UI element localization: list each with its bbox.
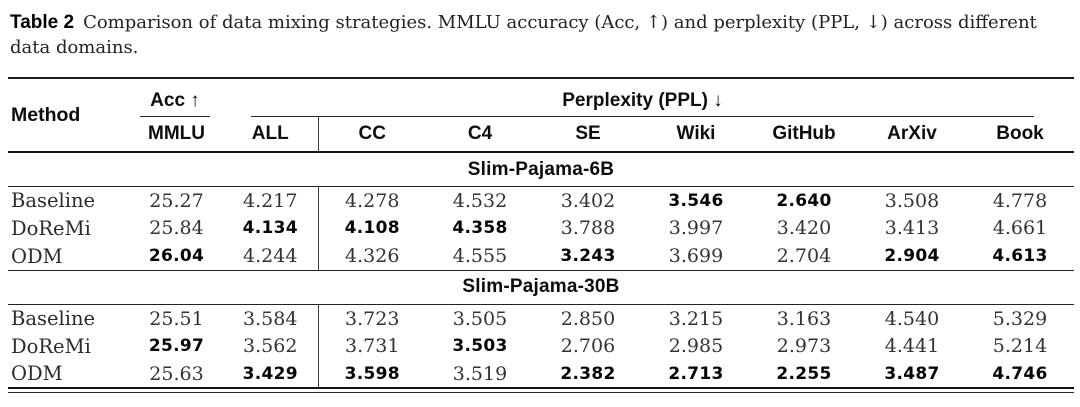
- value-cell-best: 2.713: [668, 363, 724, 384]
- value-cell-best: 4.613: [966, 242, 1074, 271]
- header-group-row: Method Acc ↑ Perplexity (PPL) ↓: [8, 78, 1074, 154]
- value-cell: 25.27: [149, 189, 204, 212]
- method-cell: DoReMi: [11, 216, 91, 240]
- value-cell-best: 4.134: [223, 214, 319, 243]
- header-ppl-group: Perplexity (PPL) ↓: [223, 78, 1074, 118]
- value-cell-best: 3.429: [223, 360, 319, 389]
- table-row: DoReMi 25.97 3.562 3.731 3.503 2.706 2.9…: [8, 332, 1074, 361]
- method-cell: ODM: [8, 242, 130, 271]
- header-col-wiki: Wiki: [642, 117, 750, 154]
- value-cell-best: 2.255: [776, 363, 832, 384]
- value-cell: 4.540: [884, 307, 940, 330]
- value-cell: 3.163: [776, 307, 832, 330]
- value-cell-best: 25.97: [148, 336, 205, 357]
- section-header-slim-pajama-30b: Slim-Pajama-30B: [8, 270, 1074, 305]
- value-cell: 25.84: [149, 217, 204, 240]
- value-cell: 3.413: [884, 217, 940, 240]
- table-row: ODM 26.04 4.244 4.326 4.555 3.243 3.699 …: [8, 242, 1074, 271]
- value-cell: 3.788: [560, 217, 616, 240]
- value-cell: 3.562: [223, 332, 319, 361]
- value-cell: 3.215: [668, 307, 724, 330]
- method-cell: Baseline: [11, 307, 96, 331]
- value-cell-best: 4.746: [992, 363, 1048, 384]
- value-cell: 3.997: [668, 217, 724, 240]
- section-title: Slim-Pajama-6B: [8, 152, 1074, 187]
- header-col-c4: C4: [426, 117, 534, 154]
- header-col-book: Book: [966, 117, 1074, 154]
- paper-table-figure: Table 2 Comparison of data mixing strateg…: [0, 0, 1080, 394]
- method-cell: Baseline: [11, 189, 96, 213]
- value-cell: 2.985: [668, 335, 724, 358]
- value-cell: 3.402: [560, 189, 616, 212]
- table-header: Method Acc ↑ Perplexity (PPL) ↓ MMLU ALL…: [8, 78, 1074, 154]
- value-cell: 4.244: [223, 242, 319, 271]
- value-cell: 25.51: [149, 307, 204, 330]
- value-cell: 4.441: [884, 335, 940, 358]
- value-cell-best: 4.108: [344, 218, 400, 239]
- table-row: ODM 25.63 3.429 3.598 3.519 2.382 2.713 …: [8, 360, 1074, 389]
- header-col-arxiv: ArXiv: [858, 117, 966, 154]
- value-cell: 3.584: [223, 304, 319, 333]
- value-cell-best: 4.358: [452, 218, 508, 239]
- value-cell: 3.723: [345, 307, 400, 330]
- table-caption: Table 2 Comparison of data mixing strateg…: [0, 0, 1080, 60]
- value-cell: 3.508: [884, 189, 940, 212]
- value-cell: 3.505: [452, 307, 508, 330]
- value-cell: 4.661: [992, 217, 1048, 240]
- value-cell-best: 3.598: [344, 363, 400, 384]
- value-cell-best: 2.904: [858, 242, 966, 271]
- value-cell-best: 2.640: [776, 190, 832, 211]
- results-table: Method Acc ↑ Perplexity (PPL) ↓ MMLU ALL…: [8, 77, 1074, 390]
- header-col-se: SE: [534, 117, 642, 154]
- header-col-github: GitHub: [750, 117, 858, 154]
- value-cell: 5.329: [992, 307, 1048, 330]
- value-cell-best: 2.382: [560, 363, 616, 384]
- table-row: DoReMi 25.84 4.134 4.108 4.358 3.788 3.9…: [8, 214, 1074, 243]
- header-col-all: ALL: [223, 117, 319, 154]
- header-ppl-group-label: Perplexity (PPL) ↓: [251, 90, 1034, 118]
- value-cell: 2.850: [560, 307, 616, 330]
- header-sub-row: MMLU ALL CC C4 SE Wiki GitHub ArXiv Book: [8, 117, 1074, 154]
- table-bottom-rule: [8, 392, 1074, 394]
- value-cell: 4.326: [318, 242, 426, 271]
- section-header-slim-pajama-6b: Slim-Pajama-6B: [8, 152, 1074, 187]
- value-cell: 2.704: [750, 242, 858, 271]
- header-acc-group: Acc ↑: [130, 78, 223, 118]
- header-acc-group-label: Acc ↑: [140, 90, 210, 118]
- value-cell: 3.420: [776, 217, 832, 240]
- value-cell: 2.973: [776, 335, 832, 358]
- header-method: Method: [8, 78, 130, 154]
- value-cell: 5.214: [992, 335, 1048, 358]
- value-cell-best: 3.243: [534, 242, 642, 271]
- table-caption-label: Table 2: [10, 12, 75, 33]
- value-cell-best: 3.487: [884, 363, 940, 384]
- value-cell: 3.699: [642, 242, 750, 271]
- value-cell-best: 3.503: [452, 336, 508, 357]
- table-row: Baseline 25.27 4.217 4.278 4.532 3.402 3…: [8, 186, 1074, 215]
- value-cell: 4.217: [223, 186, 319, 215]
- method-cell: ODM: [11, 362, 63, 386]
- header-col-mmlu: MMLU: [130, 117, 223, 154]
- section-title: Slim-Pajama-30B: [8, 270, 1074, 305]
- value-cell: 4.532: [452, 189, 508, 212]
- value-cell: 4.778: [992, 189, 1048, 212]
- value-cell: 2.706: [560, 335, 616, 358]
- value-cell: 4.278: [345, 189, 400, 212]
- value-cell: 4.555: [426, 242, 534, 271]
- value-cell: 3.519: [452, 362, 508, 385]
- value-cell: 3.731: [345, 335, 400, 358]
- value-cell: 25.63: [149, 362, 204, 385]
- table-row: Baseline 25.51 3.584 3.723 3.505 2.850 3…: [8, 304, 1074, 333]
- header-col-cc: CC: [318, 117, 426, 154]
- table-caption-text: Comparison of data mixing strategies. MM…: [10, 12, 1037, 58]
- value-cell-best: 26.04: [130, 242, 223, 271]
- method-cell: DoReMi: [11, 334, 91, 358]
- value-cell-best: 3.546: [668, 190, 724, 211]
